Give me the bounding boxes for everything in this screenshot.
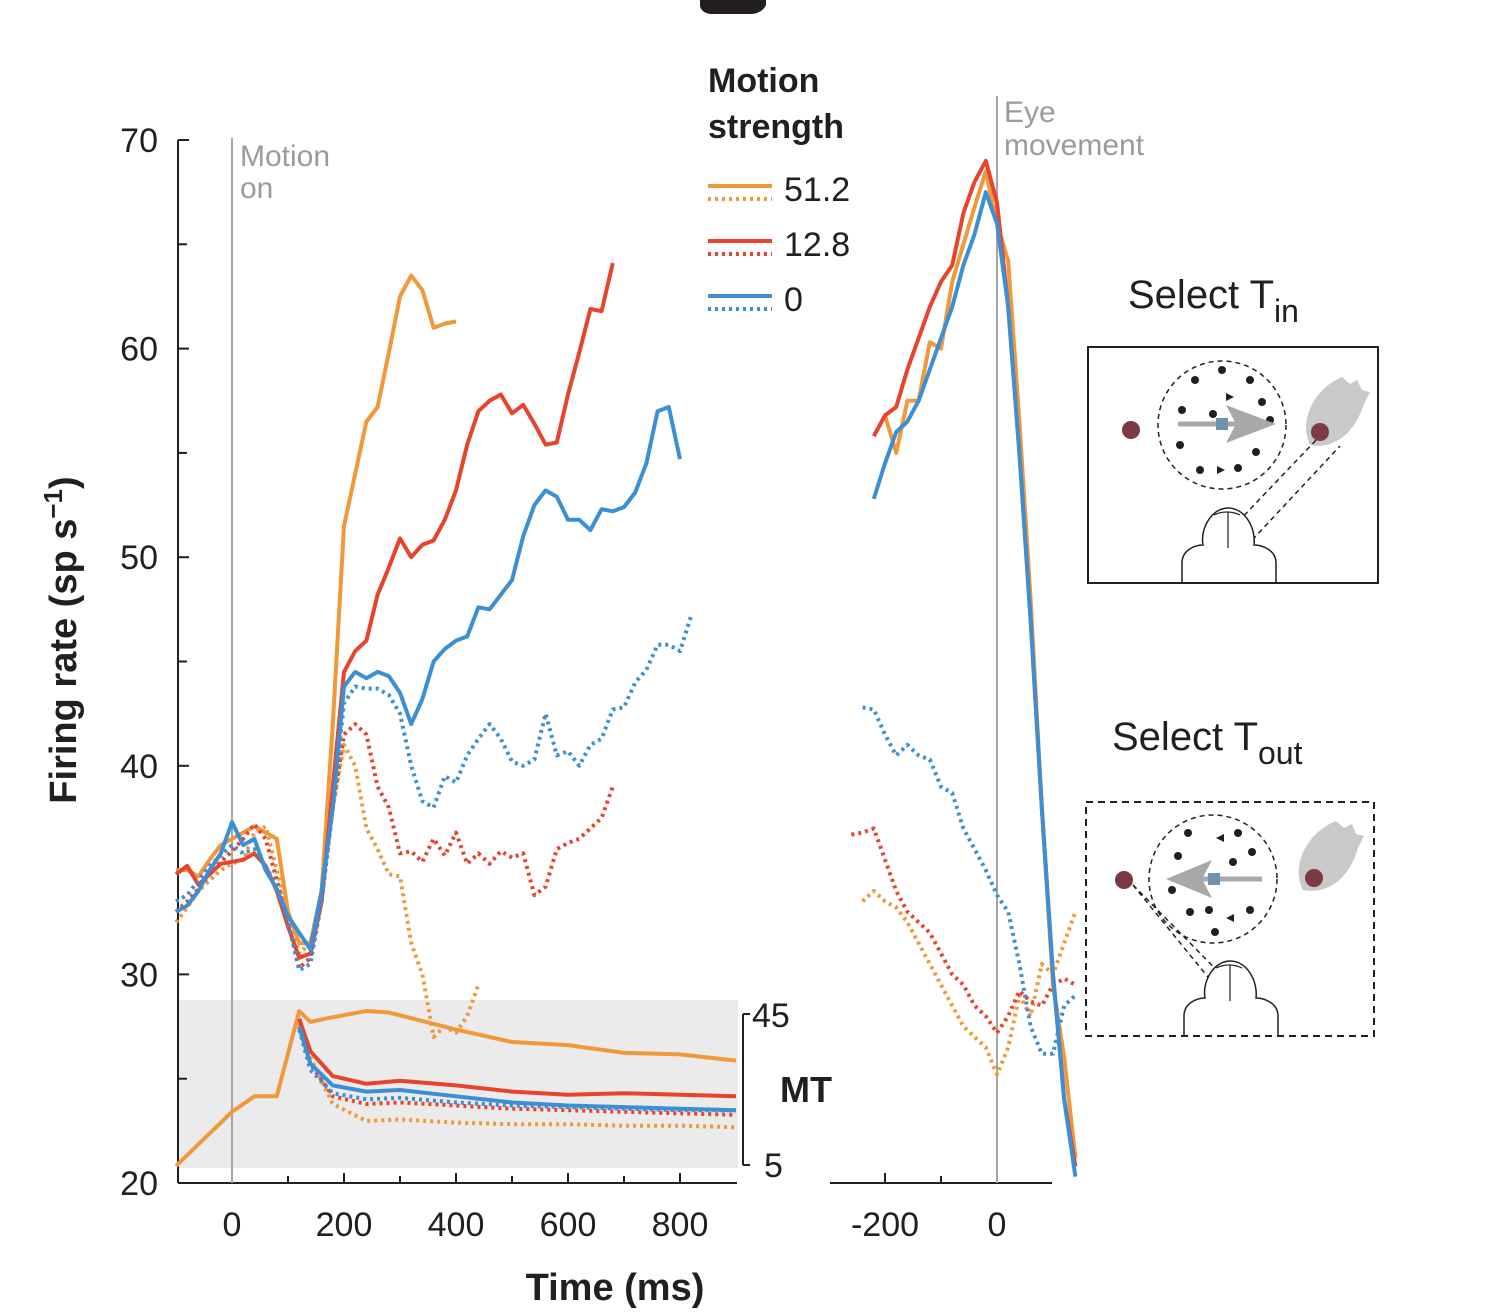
y-axis-title: Firing rate (sp s−1) — [38, 476, 85, 803]
select-tin-title-sub: in — [1274, 293, 1299, 329]
legend-entries: 51.2 12.8 0 — [708, 171, 850, 319]
legend-label: 0 — [784, 281, 803, 319]
tout-dots-icon — [1168, 829, 1256, 936]
y-axis-title-main: Firing rate (sp s — [43, 519, 85, 804]
tout-monkey-head-icon — [1183, 960, 1279, 1035]
select-tin-frame — [1087, 346, 1379, 584]
legend-title-2: strength — [708, 108, 844, 146]
mt-scale-top-label: 45 — [752, 997, 790, 1035]
mt-scale: 45 5 MT — [742, 997, 832, 1185]
series-line-left-12-8-solid — [174, 262, 615, 960]
series-line-left-51-2-solid — [176, 273, 457, 946]
x-tick-label: 400 — [428, 1206, 485, 1244]
series-line-right-0-dotted — [862, 705, 1077, 1056]
tin-aperture — [1157, 360, 1287, 490]
y-tick-label: 20 — [120, 1165, 158, 1203]
select-tout-frame — [1085, 801, 1375, 1037]
x-tick-label: 0 — [988, 1206, 1007, 1244]
motion-on-label-2: on — [240, 172, 273, 205]
tin-monkey-brow-icon — [1213, 511, 1241, 548]
series-line-right-12-8-dotted — [851, 826, 1077, 1035]
series-line-left-0-dotted — [175, 614, 694, 973]
y-axis: 20 30 40 50 60 70 — [120, 122, 189, 1203]
tin-target-right-icon — [1311, 423, 1329, 441]
eye-movement-label-1: Eye — [1004, 96, 1056, 129]
select-tout-title: Select Tout — [1112, 715, 1303, 771]
x-ticks-left: 0 200 400 600 800 — [223, 1173, 709, 1244]
tout-target-right-icon — [1305, 869, 1323, 887]
series-line-mt-0-solid — [297, 1025, 737, 1113]
legend-label: 51.2 — [784, 171, 850, 209]
series-line-mt-12-8-solid — [297, 1018, 737, 1099]
y-tick-label: 60 — [120, 331, 158, 369]
series-line-left-12-8-dotted — [174, 722, 615, 971]
select-tout-title-sub: out — [1258, 735, 1303, 771]
tout-target-left-icon — [1115, 871, 1133, 889]
x-tick-label: 600 — [540, 1206, 597, 1244]
series-line-mt-51-2-dotted — [297, 1022, 737, 1130]
y-axis-title-close: ) — [43, 476, 85, 489]
series-line-left-0-solid — [175, 405, 682, 952]
tin-sightline-1 — [1212, 435, 1321, 549]
x-tick-label: 200 — [316, 1206, 373, 1244]
y-tick-label: 50 — [120, 539, 158, 577]
tin-monkey-head-icon — [1181, 507, 1277, 582]
x-axis-left: 0 200 400 600 800 — [178, 1173, 737, 1244]
series-line-right-0-solid — [871, 190, 1078, 1177]
x-ticks-right: -200 0 — [851, 1173, 1006, 1244]
series-line-right-51-2-dotted — [861, 889, 1078, 1077]
select-tin-title-main: Select T — [1128, 273, 1274, 317]
series-layer — [174, 158, 1078, 1177]
series-line-right-51-2-solid — [883, 169, 1078, 1159]
x-tick-label: 0 — [223, 1206, 242, 1244]
y-tick-label: 40 — [120, 748, 158, 786]
legend-label: 12.8 — [784, 226, 850, 264]
y-axis-title-superscript: −1 — [38, 489, 68, 519]
tin-sightline-2 — [1239, 445, 1341, 554]
select-tout-inset: Select Tout — [1085, 715, 1375, 1037]
select-tin-title: Select Tin — [1128, 273, 1299, 329]
motion-on-label-1: Motion — [240, 140, 330, 173]
x-axis-right: -200 0 — [830, 1173, 1052, 1244]
legend: Motion strength 51.2 12.8 0 — [708, 62, 850, 319]
series-line-mt-0-dotted — [297, 1029, 736, 1113]
series-line-mt-51-2-solid — [174, 1009, 737, 1168]
cropped-title-glyph — [700, 0, 766, 14]
eye-movement-label-2: movement — [1004, 129, 1145, 162]
tin-target-left-icon — [1122, 421, 1140, 439]
select-tout-title-main: Select T — [1112, 715, 1258, 759]
tout-aperture — [1148, 814, 1278, 944]
y-tick-label: 70 — [120, 122, 158, 160]
select-tin-inset: Select Tin — [1087, 273, 1379, 584]
x-tick-label: -200 — [851, 1206, 919, 1244]
y-tick-label: 30 — [120, 956, 158, 994]
x-axis-title: Time (ms) — [526, 1267, 705, 1309]
mt-label: MT — [780, 1069, 832, 1110]
series-line-right-12-8-solid — [872, 158, 1078, 1167]
tout-fixation-icon — [1208, 873, 1220, 885]
tout-monkey-brow-icon — [1215, 964, 1243, 1001]
legend-title-1: Motion — [708, 62, 819, 100]
tin-fixation-icon — [1216, 418, 1228, 430]
mt-scale-bottom-label: 5 — [764, 1147, 783, 1185]
y-ticks: 20 30 40 50 60 70 — [120, 122, 189, 1203]
x-tick-label: 800 — [652, 1206, 709, 1244]
